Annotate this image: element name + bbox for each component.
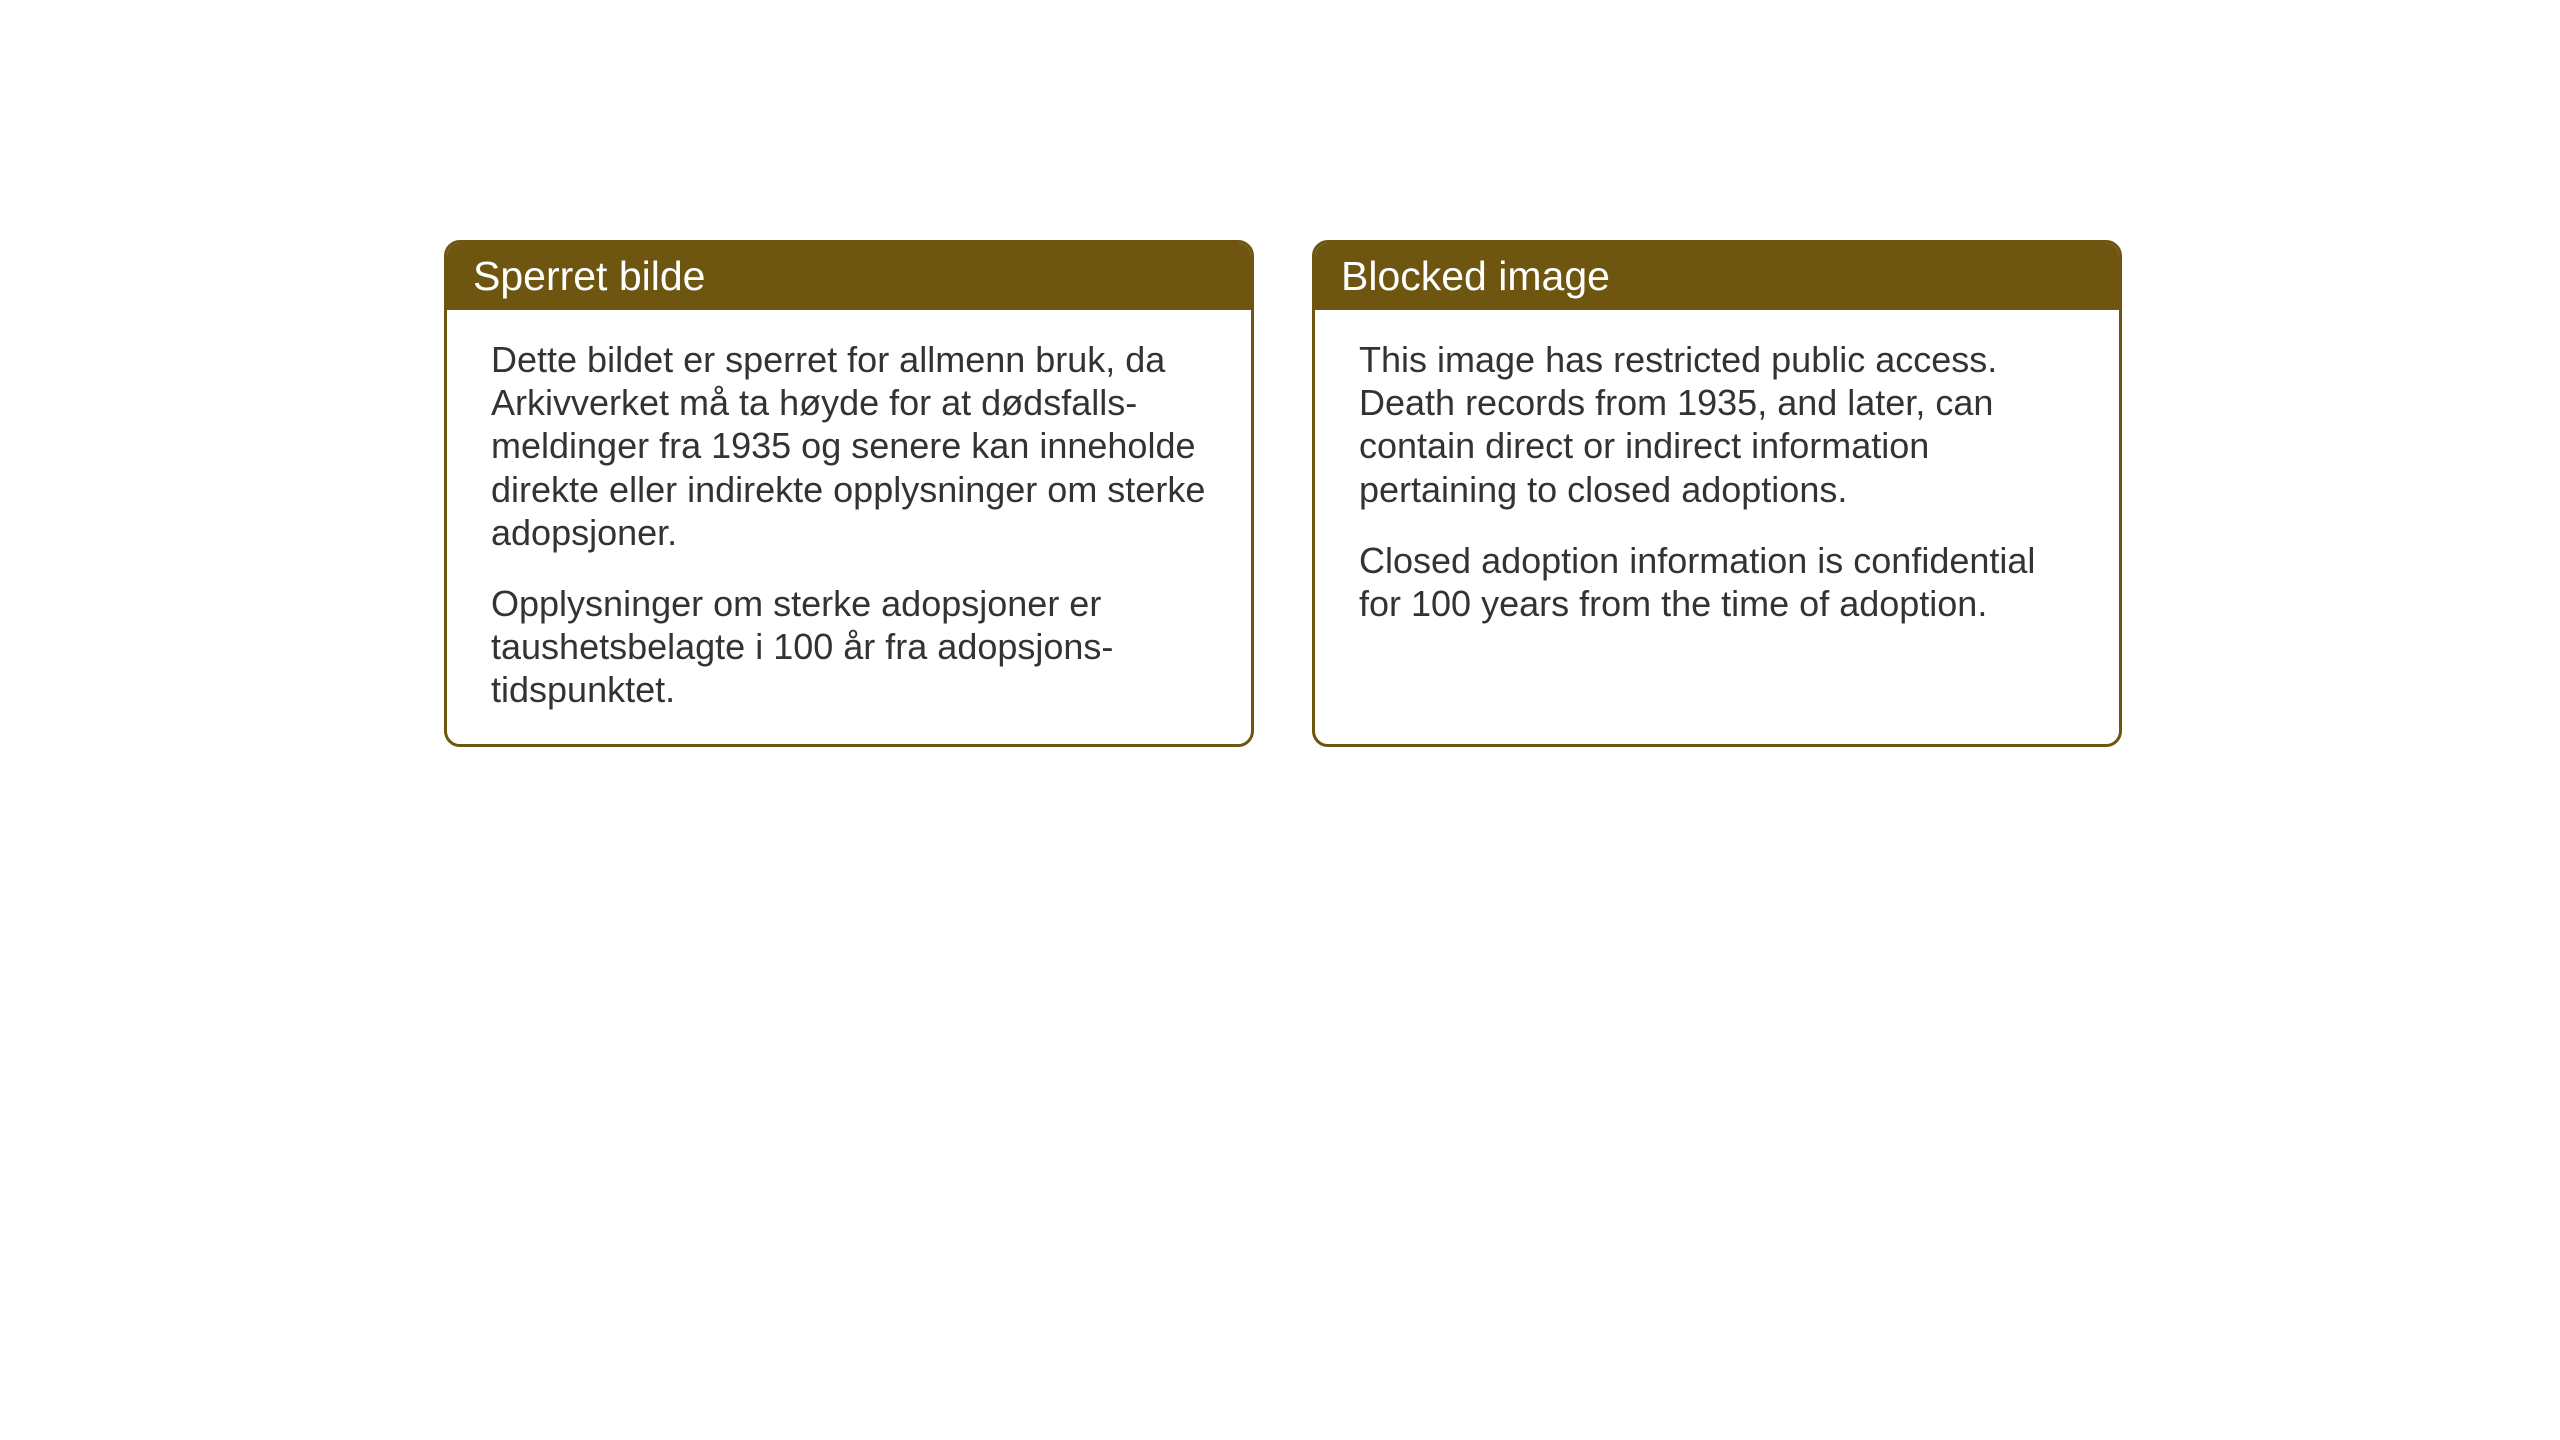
notice-title-english: Blocked image bbox=[1341, 253, 1610, 299]
notice-paragraph: This image has restricted public access.… bbox=[1359, 338, 2075, 511]
notice-box-norwegian: Sperret bilde Dette bildet er sperret fo… bbox=[444, 240, 1254, 747]
notice-title-norwegian: Sperret bilde bbox=[473, 253, 705, 299]
notices-container: Sperret bilde Dette bildet er sperret fo… bbox=[444, 240, 2122, 747]
notice-paragraph: Opplysninger om sterke adopsjoner er tau… bbox=[491, 582, 1207, 712]
notice-body-norwegian: Dette bildet er sperret for allmenn bruk… bbox=[447, 310, 1251, 744]
notice-header-english: Blocked image bbox=[1315, 243, 2119, 310]
notice-paragraph: Dette bildet er sperret for allmenn bruk… bbox=[491, 338, 1207, 554]
notice-paragraph: Closed adoption information is confident… bbox=[1359, 539, 2075, 625]
notice-body-english: This image has restricted public access.… bbox=[1315, 310, 2119, 657]
notice-box-english: Blocked image This image has restricted … bbox=[1312, 240, 2122, 747]
notice-header-norwegian: Sperret bilde bbox=[447, 243, 1251, 310]
